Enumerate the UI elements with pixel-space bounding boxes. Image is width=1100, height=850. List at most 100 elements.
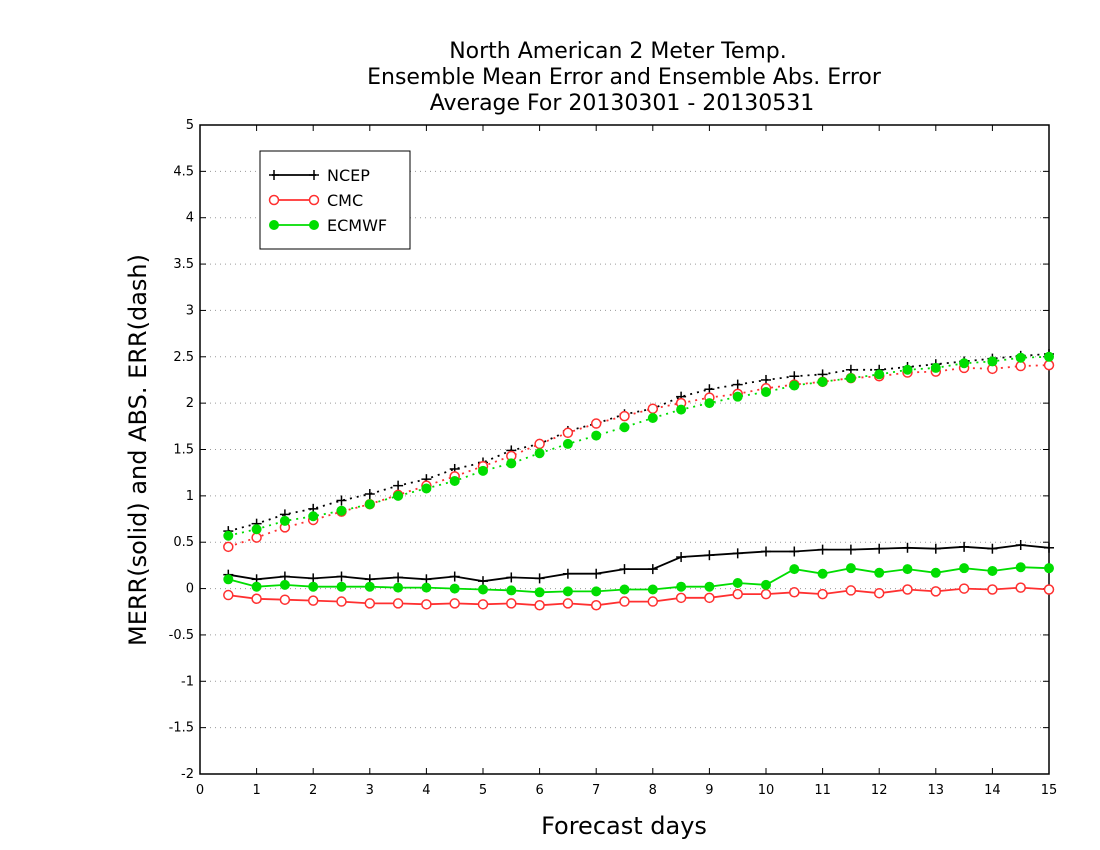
ncep-abs-error-point bbox=[732, 379, 743, 390]
cmc-mean-error-point bbox=[732, 588, 743, 600]
y-tick-label: 0.5 bbox=[173, 535, 194, 550]
ecmwf-mean-error-point bbox=[761, 579, 771, 590]
ecmwf-mean-error-point bbox=[647, 584, 658, 595]
x-tick-label: 15 bbox=[1041, 783, 1058, 798]
cmc-mean-error-point bbox=[477, 599, 489, 610]
cmc-mean-error-point bbox=[704, 592, 715, 604]
legend-marker-ncep bbox=[269, 170, 279, 180]
cmc-mean-error-point bbox=[987, 584, 998, 595]
ecmwf-mean-error-point bbox=[562, 586, 573, 597]
axis-ticks: -2-1.5-1-0.500.511.522.533.544.550 1 2 3 4 5 6… bbox=[169, 118, 1058, 798]
cmc-mean-error-point bbox=[873, 587, 885, 599]
cmc-mean-error-point bbox=[364, 598, 376, 609]
ncep-mean-error-point bbox=[789, 546, 800, 557]
series-layer bbox=[223, 349, 1055, 611]
ecmwf-mean-error-point bbox=[478, 584, 488, 595]
chart-title-line-3: Average For 20130301 - 20130531 bbox=[430, 91, 815, 116]
cmc-mean-error-point bbox=[590, 600, 602, 611]
legend-label-ecmwf: ECMWF bbox=[327, 216, 387, 235]
cmc-mean-error-point bbox=[902, 584, 913, 595]
plot-frame bbox=[199, 124, 1050, 775]
cmc-mean-error-point bbox=[251, 593, 262, 605]
cmc-mean-error-point bbox=[1043, 584, 1055, 595]
grid-lines bbox=[200, 170, 1049, 729]
chart-title: North American 2 Meter Temp. Ensemble Me… bbox=[367, 39, 882, 116]
ecmwf-abs-error-point bbox=[959, 358, 970, 369]
cmc-abs-error-point bbox=[590, 418, 602, 429]
chart-title-line-1: North American 2 Meter Temp. bbox=[449, 39, 787, 64]
ecmwf-abs-error-point bbox=[732, 391, 743, 402]
ncep-mean-error-point bbox=[308, 573, 319, 584]
ecmwf-mean-error-point bbox=[732, 578, 743, 589]
x-tick-label: 13 bbox=[928, 783, 945, 798]
ecmwf-mean-error-point bbox=[987, 565, 998, 576]
ncep-mean-error-point bbox=[930, 543, 941, 554]
ncep-abs-error-line bbox=[228, 353, 1050, 532]
ecmwf-mean-error-point bbox=[930, 567, 941, 578]
ncep-mean-error-point bbox=[676, 552, 687, 563]
ncep-mean-error-point bbox=[619, 564, 630, 575]
ncep-mean-error-point bbox=[732, 548, 743, 559]
y-tick-label: 4 bbox=[186, 211, 194, 226]
cmc-mean-error-point bbox=[223, 589, 234, 601]
ncep-mean-error-point bbox=[704, 550, 715, 561]
ecmwf-abs-error-point bbox=[364, 499, 375, 510]
ecmwf-abs-error-point bbox=[308, 511, 319, 522]
ncep-mean-error-point bbox=[959, 541, 970, 552]
y-tick-label: 3 bbox=[186, 303, 194, 318]
ecmwf-mean-error-point bbox=[619, 584, 630, 595]
ncep-mean-error-point bbox=[506, 572, 517, 583]
ncep-mean-error-point bbox=[987, 543, 998, 554]
cmc-abs-error-point bbox=[534, 438, 545, 450]
series-ncep bbox=[223, 349, 1054, 587]
ecmwf-abs-error-point bbox=[251, 524, 262, 535]
ecmwf-mean-error-point bbox=[279, 579, 290, 590]
cmc-mean-error-point bbox=[647, 596, 659, 607]
cmc-mean-error-point bbox=[534, 600, 545, 611]
cmc-mean-error-point bbox=[675, 592, 687, 604]
x-tick-label: 3 bbox=[366, 783, 374, 798]
ecmwf-abs-error-point bbox=[591, 430, 602, 441]
y-tick-label: 4.5 bbox=[173, 164, 194, 179]
x-tick-label: 11 bbox=[814, 783, 831, 798]
x-tick-label: 1 bbox=[252, 783, 260, 798]
ecmwf-mean-error-point bbox=[364, 581, 375, 592]
legend-marker-ncep bbox=[309, 170, 319, 180]
x-tick-label: 14 bbox=[984, 783, 1001, 798]
ecmwf-mean-error-point bbox=[704, 581, 715, 592]
ecmwf-abs-error-point bbox=[336, 505, 347, 516]
ecmwf-mean-error-point bbox=[1044, 563, 1054, 574]
ncep-mean-error-point bbox=[449, 571, 460, 582]
x-tick-label: 10 bbox=[758, 783, 775, 798]
x-tick-label: 5 bbox=[479, 783, 487, 798]
ncep-abs-error-point bbox=[393, 480, 404, 491]
cmc-mean-error-point bbox=[449, 598, 460, 609]
legend-marker-ecmwf bbox=[269, 220, 279, 230]
ecmwf-mean-error-point bbox=[336, 581, 347, 592]
ecmwf-abs-error-point bbox=[704, 398, 715, 409]
ncep-mean-error-point bbox=[279, 571, 290, 582]
x-axis-label: Forecast days bbox=[541, 812, 707, 840]
legend-label-ncep: NCEP bbox=[327, 166, 370, 185]
ncep-mean-error-point bbox=[874, 543, 885, 554]
cmc-mean-error-point bbox=[619, 596, 630, 607]
y-tick-label: 1.5 bbox=[173, 443, 194, 458]
x-tick-label: 6 bbox=[535, 783, 543, 798]
ecmwf-abs-error-point bbox=[930, 362, 941, 373]
cmc-abs-error-point bbox=[647, 403, 659, 414]
legend-marker-cmc bbox=[308, 194, 320, 206]
ncep-abs-error-point bbox=[364, 489, 375, 500]
ncep-mean-error-point bbox=[902, 542, 913, 553]
ecmwf-abs-error-point bbox=[845, 373, 856, 384]
legend-marker-ecmwf bbox=[309, 220, 319, 230]
ecmwf-abs-error-point bbox=[874, 369, 885, 380]
ecmwf-mean-error-point bbox=[874, 567, 885, 578]
y-tick-label: 5 bbox=[186, 118, 194, 133]
y-tick-label: -2 bbox=[181, 767, 194, 782]
cmc-abs-error-point bbox=[223, 541, 234, 553]
ecmwf-abs-error-point bbox=[279, 515, 290, 526]
ncep-mean-error-point bbox=[817, 544, 828, 555]
ecmwf-abs-error-point bbox=[619, 422, 630, 433]
x-tick-label: 12 bbox=[871, 783, 888, 798]
ecmwf-abs-error-point bbox=[647, 412, 658, 423]
